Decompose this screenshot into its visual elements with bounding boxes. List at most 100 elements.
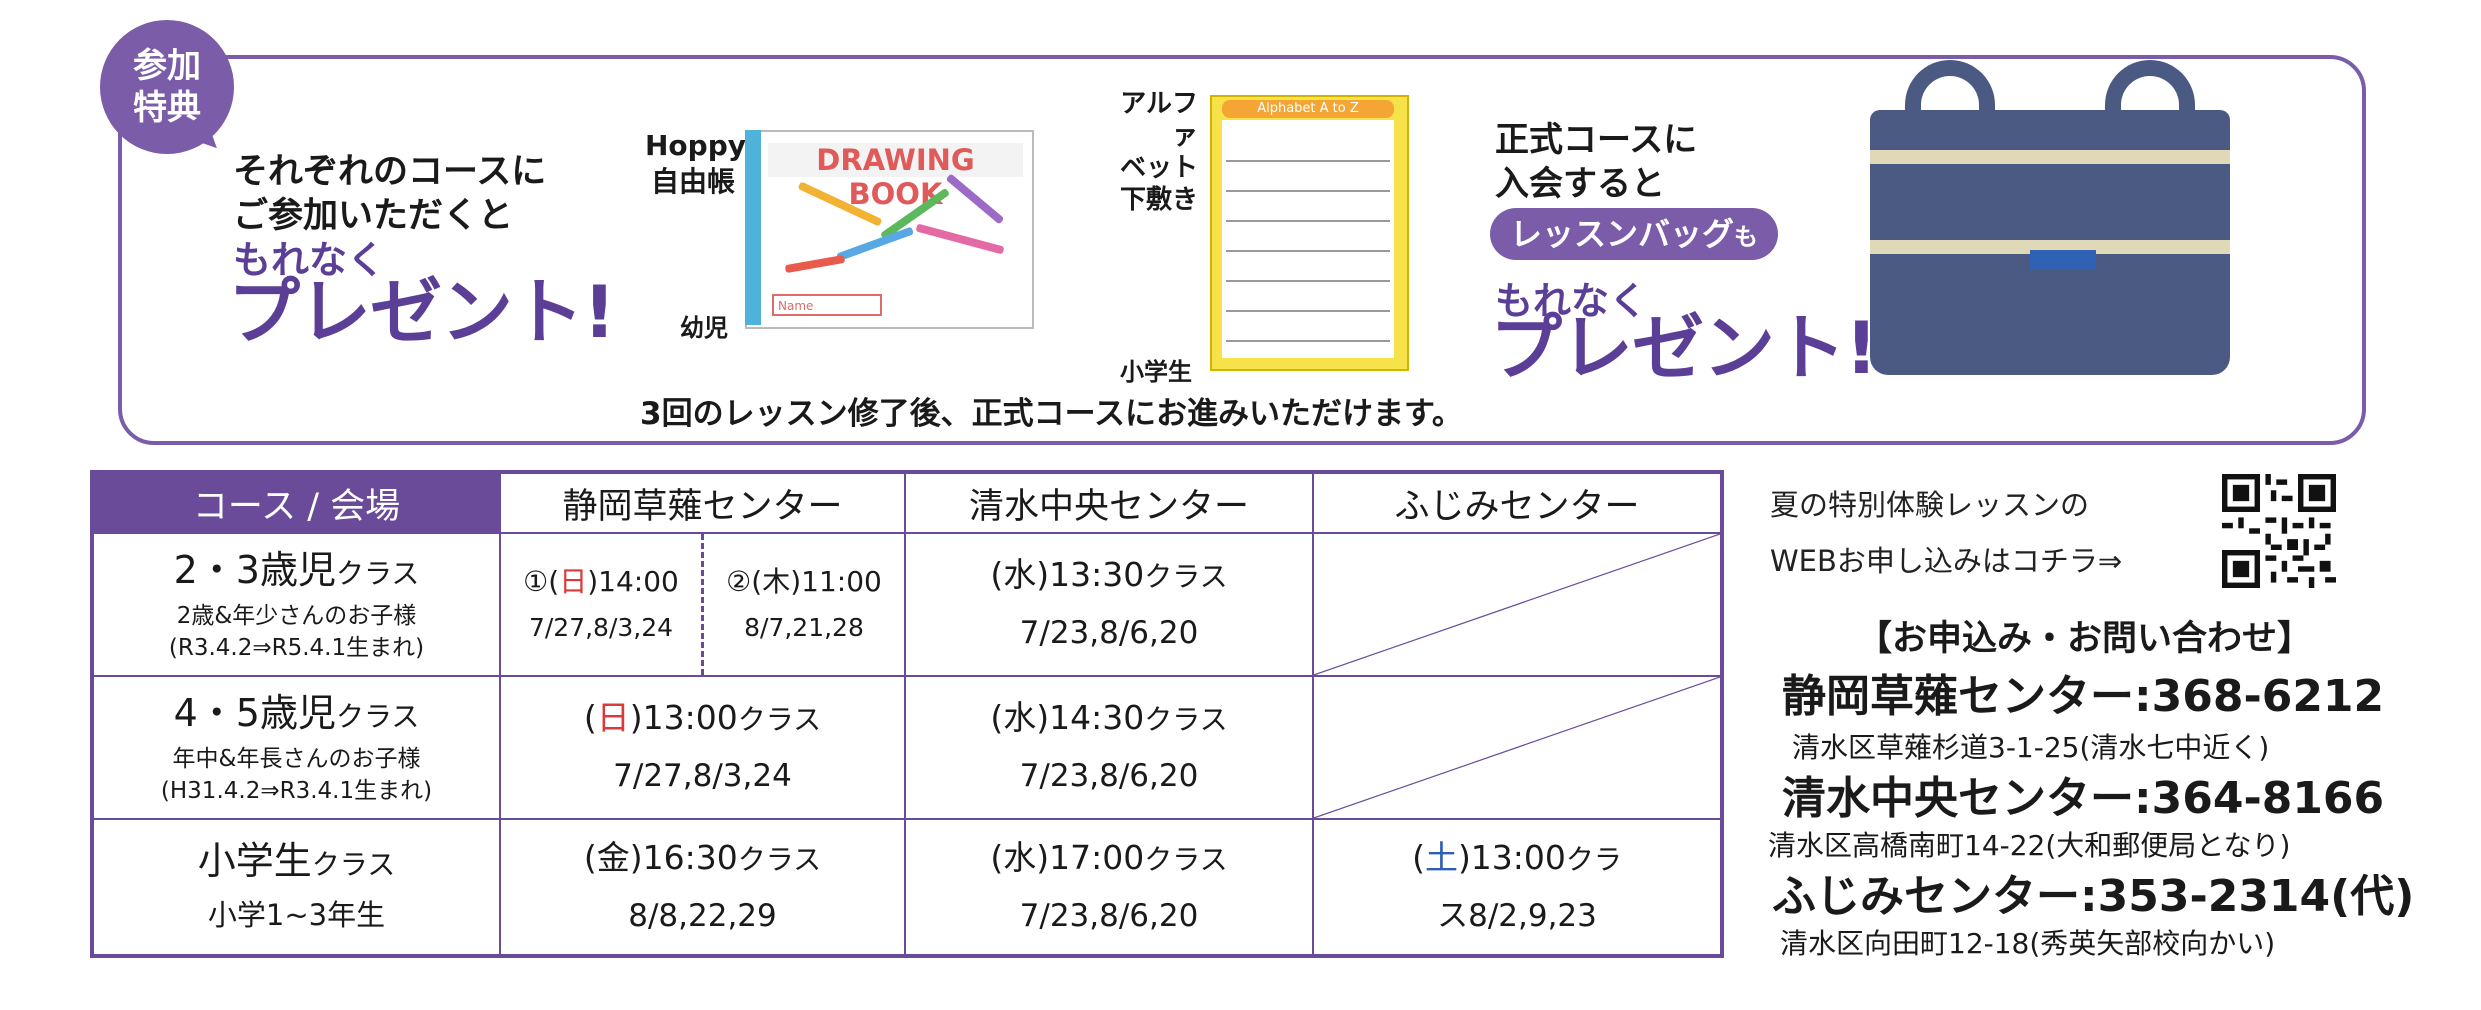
fujimi-slot: (土)13:00クラ ス8/2,9,23: [1312, 817, 1723, 958]
course-suffix: クラス: [335, 700, 420, 734]
slot-time: )14:30: [1036, 698, 1145, 738]
slot-day: 金: [596, 837, 630, 877]
kusanagi-slot: (金)16:30クラス 8/8,22,29: [499, 817, 906, 958]
course-suffix: クラス: [311, 847, 396, 881]
table-row: 4・5歳児クラス 年中&年長さんのお子様 (H31.4.2⇒R3.4.1生まれ)…: [91, 674, 1723, 820]
shimizu-slot: (水)13:30クラス 7/23,8/6,20: [904, 532, 1314, 677]
slot-open: (: [1412, 837, 1425, 877]
qr-code-icon[interactable]: [2222, 474, 2336, 588]
bag-trim-middle: [1870, 240, 2230, 254]
present-heading-left: プレゼント!: [228, 270, 616, 354]
center-kusanagi-tel: 静岡草薙センター:368-6212: [1782, 671, 2385, 722]
slot-suffix: クラ: [1565, 842, 1622, 876]
mat-age: 小学生: [1120, 358, 1192, 386]
course-sub2: (R3.4.2⇒R5.4.1生まれ): [168, 635, 425, 662]
slot-dates: 7/23,8/6,20: [1019, 758, 1199, 795]
slot-time: )16:30: [629, 837, 738, 877]
course-sub1: 年中&年長さんのお子様: [172, 746, 421, 773]
contact-heading: 【お申込み・お問い合わせ】: [1857, 619, 2313, 659]
kusanagi-slot: (日)13:00クラス 7/27,8/3,24: [499, 674, 906, 820]
slot-time: )17:00: [1036, 837, 1145, 877]
alphabet-mat-header: Alphabet A to Z: [1222, 100, 1394, 118]
slot-open: (: [990, 555, 1004, 595]
table-row: 2・3歳児クラス 2歳&年少さんのお子様 (R3.4.2⇒R5.4.1生まれ) …: [91, 532, 1723, 677]
web-line2[interactable]: WEBお申し込みはコチラ⇒: [1770, 544, 2123, 578]
benefit-left-text: それぞれのコースに ご参加いただくと もれなく: [233, 150, 546, 282]
kusanagi-slot-b: ②(木)11:00 8/7,21,28: [704, 534, 904, 675]
lesson-bag-pill: レッスンバッグも: [1490, 208, 1779, 260]
fujimi-slot-empty: [1312, 532, 1723, 677]
table-header-row: コース / 会場 静岡草薙センター 清水中央センター ふじみセンター: [91, 471, 1723, 534]
slot-day-saturday: 土: [1424, 837, 1458, 877]
upgrade-note: 3回のレッスン修了後、正式コースにお進みいただけます。: [640, 396, 1463, 432]
header-kusanagi: 静岡草薙センター: [499, 471, 906, 534]
course-title: 2・3歳児: [173, 548, 336, 593]
benefit-box: [118, 55, 2366, 445]
benefit-left-line3: もれなく: [233, 238, 386, 282]
shimizu-slot: (水)14:30クラス 7/23,8/6,20: [904, 674, 1314, 820]
lesson-bag-pill-suffix: も: [1734, 223, 1759, 251]
slot-dates: ス8/2,9,23: [1437, 897, 1597, 934]
web-line1: 夏の特別体験レッスンの: [1770, 488, 2090, 522]
book-label: Hoppy 自由帳: [645, 128, 747, 200]
slot-dates: 8/7,21,28: [744, 613, 864, 643]
drawing-book-name-field: Name: [772, 294, 882, 316]
slot-mark: ②(: [726, 565, 763, 599]
course-title: 小学生: [197, 838, 312, 883]
header-course-venue: コース / 会場: [91, 471, 501, 534]
slot-dates: 7/27,8/3,24: [528, 613, 674, 643]
mat-label-3: 下敷き: [1119, 185, 1198, 215]
slot-suffix: クラス: [737, 703, 822, 737]
slot-day-sunday: 日: [596, 698, 630, 738]
course-cell: 2・3歳児クラス 2歳&年少さんのお子様 (R3.4.2⇒R5.4.1生まれ): [91, 532, 501, 677]
pencils-illustration: [765, 173, 1025, 290]
center-kusanagi-address: 清水区草薙杉道3-1-25(清水七中近く): [1792, 731, 2270, 764]
slot-open: (: [583, 698, 597, 738]
slot-time: )13:00: [1457, 837, 1566, 877]
slot-time: )14:00: [587, 565, 679, 599]
slot-open: (: [990, 837, 1004, 877]
course-sub1: 小学1~3年生: [207, 897, 386, 932]
center-fujimi-tel: ふじみセンター:353-2314(代): [1772, 871, 2415, 922]
slot-time: )13:00: [629, 698, 738, 738]
header-shimizu: 清水中央センター: [904, 471, 1314, 534]
badge-line2: 特典: [133, 88, 201, 128]
slot-day: 水: [1003, 698, 1037, 738]
course-sub1: 2歳&年少さんのお子様: [176, 603, 417, 630]
slot-dates: 7/23,8/6,20: [1019, 615, 1199, 652]
slot-open: (: [583, 837, 597, 877]
center-fujimi-address: 清水区向田町12-18(秀英矢部校向かい): [1780, 927, 2276, 960]
center-shimizu-tel: 清水中央センター:364-8166: [1782, 773, 2385, 824]
alphabet-mat-sheet: [1222, 120, 1394, 358]
course-cell: 小学生クラス 小学1~3年生: [91, 817, 501, 958]
header-fujimi: ふじみセンター: [1312, 471, 1723, 534]
slot-time: )11:00: [790, 565, 882, 599]
kusanagi-slot-a: ①(日)14:00 7/27,8/3,24: [501, 534, 704, 675]
course-sub2: (H31.4.2⇒R3.4.1生まれ): [160, 778, 433, 805]
badge-line1: 参加: [133, 46, 201, 86]
benefit-right-text: 正式コースに 入会すると: [1495, 118, 1697, 206]
drawing-book-cover-title: DRAWING BOOK: [768, 143, 1023, 211]
lesson-bag-pill-main: レッスンバッグ: [1510, 215, 1735, 253]
slot-dates: 7/27,8/3,24: [613, 758, 792, 795]
web-application-text: 夏の特別体験レッスンの WEBお申し込みはコチラ⇒: [1770, 482, 2122, 580]
slot-day: 木: [762, 565, 791, 599]
benefit-left-line2: ご参加いただくと: [233, 196, 514, 236]
mat-label-1: アルファ: [1120, 89, 1198, 151]
course-cell: 4・5歳児クラス 年中&年長さんのお子様 (H31.4.2⇒R3.4.1生まれ): [91, 674, 501, 820]
present-heading-right: プレゼント!: [1490, 306, 1878, 390]
slot-time: )13:30: [1036, 555, 1145, 595]
slot-mark: ①(: [523, 565, 560, 599]
slot-dates: 8/8,22,29: [628, 897, 777, 934]
shimizu-slot: (水)17:00クラス 7/23,8/6,20: [904, 817, 1314, 958]
table-row: 小学生クラス 小学1~3年生 (金)16:30クラス 8/8,22,29 (水)…: [91, 817, 1723, 958]
slot-dates: 7/23,8/6,20: [1019, 897, 1199, 934]
bag-logo-tag: [2030, 250, 2096, 270]
kusanagi-slot: ①(日)14:00 7/27,8/3,24 ②(木)11:00 8/7,21,2…: [499, 532, 906, 677]
book-label-1: Hoppy: [645, 129, 747, 162]
benefit-badge: 参加 特典: [100, 20, 234, 154]
slot-day: 水: [1003, 837, 1037, 877]
course-suffix: クラス: [335, 557, 420, 591]
slot-suffix: クラス: [1144, 560, 1228, 594]
drawing-book-spine: [745, 130, 761, 325]
